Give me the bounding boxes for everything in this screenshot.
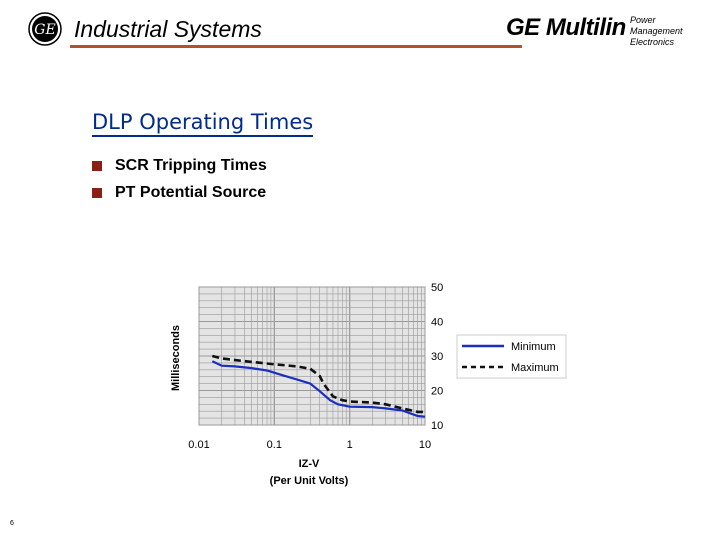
- bullet-list: SCR Tripping Times PT Potential Source: [92, 152, 267, 206]
- y-tick-label: 30: [431, 351, 443, 363]
- bullet-text: PT Potential Source: [115, 183, 267, 201]
- bullet-text: SCR Tripping Times: [115, 156, 267, 174]
- legend-label-minimum: Minimum: [511, 341, 556, 353]
- page-number: 6: [10, 520, 14, 527]
- tick-labels: 0.01 0.1 1 10 50 40 30 20 10: [188, 282, 443, 451]
- bullet-square-icon: [92, 187, 102, 198]
- brand-tagline-line1: Power Management: [630, 15, 683, 36]
- x-tick-label: 1: [347, 439, 353, 451]
- chart-legend: Minimum Maximum: [456, 334, 567, 379]
- bullet-square-icon: [92, 160, 102, 171]
- y-tick-label: 40: [431, 317, 443, 329]
- series-line-minimum: [211, 360, 426, 418]
- brand-tagline-line2: Electronics: [630, 37, 675, 47]
- series-line-maximum: [211, 354, 425, 414]
- y-tick-label: 20: [431, 386, 443, 398]
- x-axis-label: IZ-V: [299, 458, 320, 470]
- header-title: Industrial Systems: [74, 16, 262, 42]
- bullet-item: SCR Tripping Times: [92, 152, 267, 179]
- svg-text:GE: GE: [34, 22, 55, 38]
- brand-logo: GE Multilin: [506, 14, 626, 41]
- x-tick-label: 0.01: [188, 439, 209, 451]
- legend-box: [456, 334, 567, 379]
- ge-monogram-icon: GE: [28, 12, 62, 51]
- header-divider: [70, 45, 522, 48]
- grid-layer: [198, 286, 426, 426]
- bullet-item: PT Potential Source: [92, 179, 267, 206]
- x-tick-label: 10: [419, 439, 431, 451]
- series-layer: [211, 354, 426, 418]
- brand-tagline: Power Management Electronics: [630, 15, 710, 48]
- y-tick-label: 10: [431, 420, 443, 432]
- y-axis-label: Milliseconds: [170, 325, 182, 391]
- x-tick-label: 0.1: [267, 439, 282, 451]
- y-tick-label: 50: [431, 282, 443, 294]
- legend-label-maximum: Maximum: [511, 362, 559, 374]
- slide-title: DLP Operating Times: [92, 110, 314, 137]
- x-axis-label-units: (Per Unit Volts): [270, 475, 349, 487]
